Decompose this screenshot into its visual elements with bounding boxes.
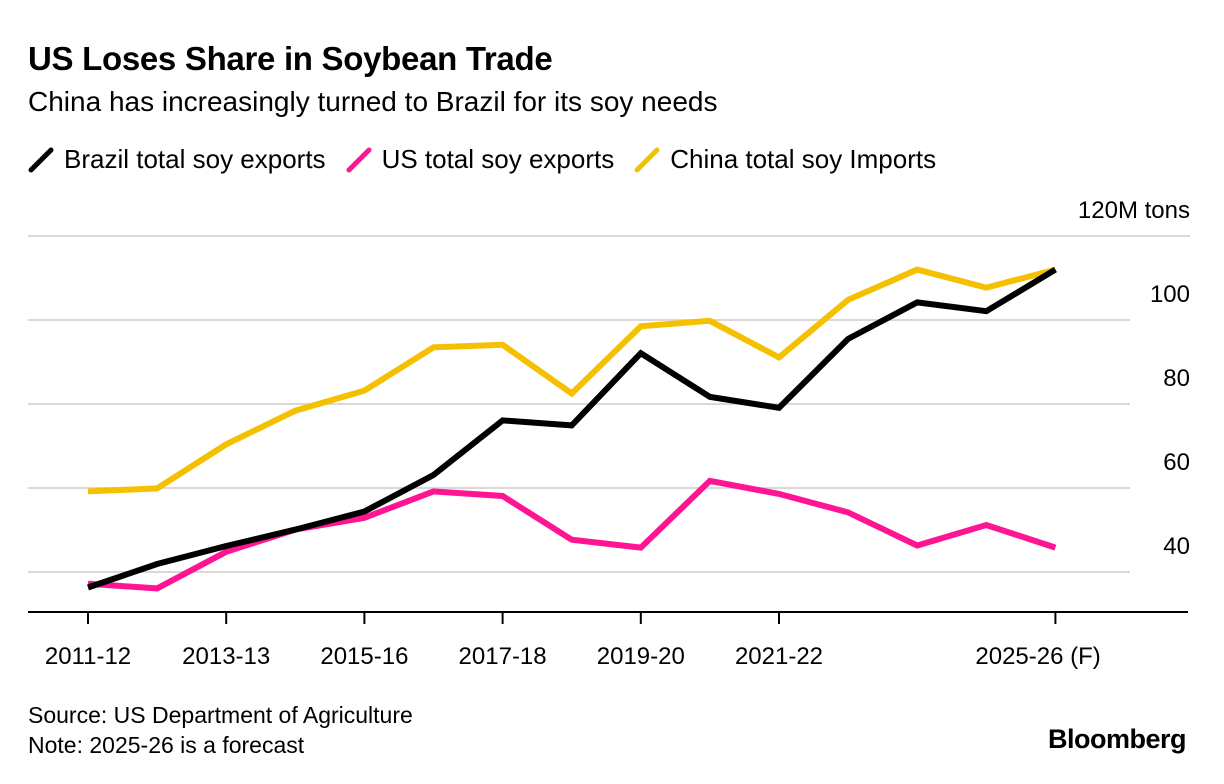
legend: Brazil total soy exports US total soy ex… [28, 144, 956, 175]
source-note: Source: US Department of Agriculture [28, 702, 413, 728]
chart-subtitle: China has increasingly turned to Brazil … [28, 86, 718, 117]
legend-swatch-us [346, 147, 372, 172]
chart-title: US Loses Share in Soybean Trade [28, 40, 553, 77]
x-tick-label-2017-18: 2017-18 [459, 643, 547, 670]
y-tick-label-100: 100 [1150, 281, 1190, 308]
legend-swatch-brazil [28, 147, 54, 172]
forecast-note: Note: 2025-26 is a forecast [28, 732, 305, 758]
legend-item-brazil: Brazil total soy exports [28, 144, 326, 175]
y-tick-label-120: 120M tons [1078, 197, 1190, 224]
y-tick-label-60: 60 [1163, 449, 1190, 476]
series-line-china [87, 266, 1057, 495]
legend-mark-china [634, 147, 660, 172]
line-chart: 40 60 80 100 120M tons 2011-12 2013-13 2015-16 2… [28, 197, 1190, 670]
y-tick-label-80: 80 [1163, 365, 1190, 392]
y-tick-label-40: 40 [1163, 533, 1190, 560]
legend-mark-brazil [28, 147, 54, 172]
bloomberg-logo: Bloomberg [1047, 724, 1187, 754]
x-tick-label-2011-12: 2011-12 [45, 643, 131, 670]
legend-label-china: China total soy Imports [670, 144, 937, 174]
legend-label-brazil: Brazil total soy exports [64, 144, 326, 174]
series-line-us [87, 477, 1057, 592]
legend-mark-us [346, 147, 372, 172]
x-tick-label-2025-26 (F): 2025-26 (F) [975, 643, 1100, 670]
x-tick-label-2013-13: 2013-13 [182, 643, 270, 670]
legend-swatch-china [634, 147, 660, 172]
footer: Source: US Department of Agriculture Not… [28, 700, 413, 760]
x-tick-label-2015-16: 2015-16 [320, 643, 408, 670]
legend-label-us: US total soy exports [381, 144, 615, 174]
legend-item-china: China total soy Imports [634, 144, 936, 175]
x-tick-label-2021-22: 2021-22 [735, 643, 823, 670]
x-tick-label-2019-20: 2019-20 [597, 643, 685, 670]
legend-item-us: US total soy exports [346, 144, 615, 175]
series-line-brazil [87, 267, 1057, 591]
